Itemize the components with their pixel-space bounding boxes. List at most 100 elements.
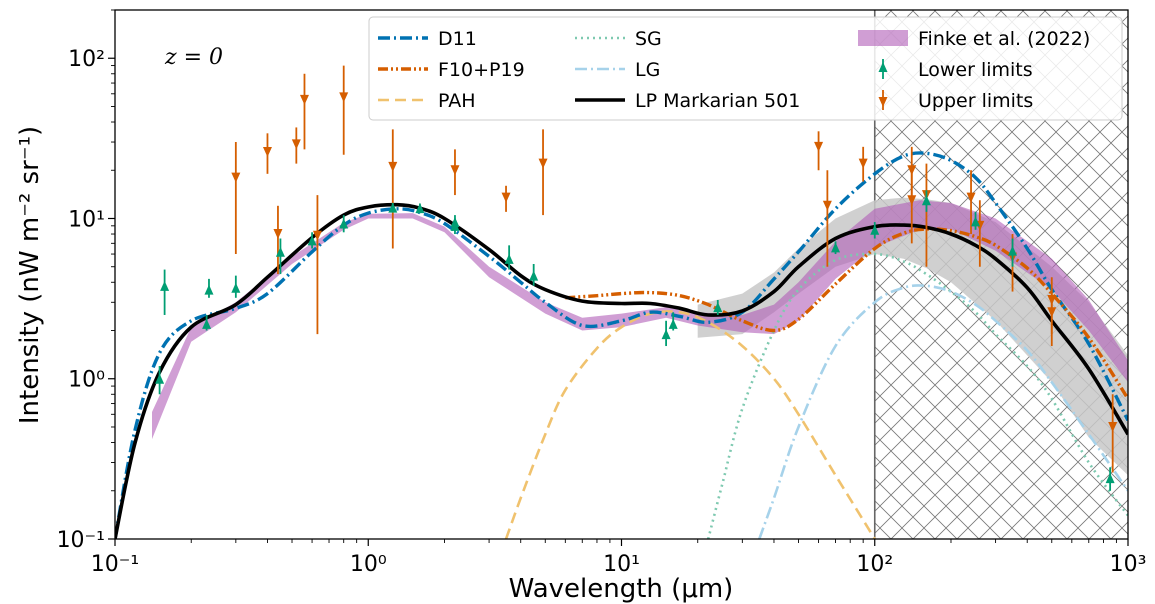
lower-limit-marker (415, 203, 425, 214)
lower-limit-point (921, 190, 931, 212)
upper-limit-point (858, 146, 868, 182)
legend-label: PAH (438, 90, 476, 112)
lower-limit-marker (450, 220, 460, 231)
lower-limit-marker (155, 373, 165, 384)
lower-limit-point (160, 269, 170, 315)
lower-limit-marker (1105, 473, 1115, 484)
upper-limit-marker (1108, 421, 1118, 432)
lower-limit-marker (870, 224, 880, 235)
legend-label: Lower limits (918, 59, 1033, 81)
lower-limit-point (668, 312, 678, 331)
lower-limit-point (831, 241, 841, 255)
z-annotation: z = 0 (164, 45, 223, 70)
lower-limit-point (307, 232, 317, 249)
lower-limit-point (275, 238, 285, 275)
lower-limit-point (971, 211, 981, 230)
legend-item-upper-limits: Upper limits (878, 90, 1033, 112)
legend-item-f10-p19: F10+P19 (378, 59, 525, 81)
upper-limit-marker (262, 146, 272, 157)
legend-label: LG (635, 59, 660, 81)
lower-limit-marker (202, 318, 212, 329)
legend-marker (878, 62, 888, 72)
upper-limit-marker (388, 161, 398, 172)
upper-limit-marker (1047, 295, 1057, 306)
lower-limit-point (713, 300, 723, 315)
upper-limit-point (966, 170, 976, 235)
series-line-lp-markarian-501 (115, 202, 1128, 539)
y-tick-label: 10⁰ (68, 368, 105, 393)
upper-limit-marker (231, 172, 241, 183)
y-tick-label: 10⁻¹ (57, 528, 105, 553)
legend-marker (878, 97, 888, 107)
lower-limit-marker (388, 202, 398, 213)
upper-limit-marker (858, 158, 868, 169)
series-line-lg (758, 284, 1128, 539)
upper-limit-marker (291, 139, 301, 150)
legend-item-lp-markarian-501: LP Markarian 501 (575, 90, 800, 112)
x-tick-label: 10² (856, 552, 893, 577)
lower-limit-point (870, 222, 880, 239)
lower-limit-point (388, 202, 398, 213)
legend-item-pah: PAH (378, 90, 476, 112)
legend-label: LP Markarian 501 (635, 90, 800, 112)
lower-limit-marker (661, 329, 671, 340)
lower-limit-marker (307, 235, 317, 246)
legend-item-lower-limits: Lower limits (878, 59, 1033, 81)
upper-limit-point (299, 73, 309, 150)
lower-limit-point (450, 218, 460, 235)
upper-limit-marker (538, 158, 548, 169)
legend-label: Finke et al. (2022) (918, 28, 1090, 50)
upper-limit-marker (907, 195, 917, 206)
upper-limit-marker (501, 192, 511, 203)
legend-item-finke-et-al-2022: Finke et al. (2022) (858, 28, 1090, 50)
x-tick-label: 10¹ (603, 552, 640, 577)
series-line-f10-p19 (565, 227, 1128, 400)
lower-limit-marker (529, 270, 539, 281)
lower-limit-point (204, 278, 214, 298)
upper-limit-point (450, 149, 460, 196)
lower-limit-point (339, 215, 349, 233)
lower-limit-marker (668, 318, 678, 329)
upper-limit-point (538, 129, 548, 216)
legend-item-d11: D11 (378, 28, 477, 50)
upper-limit-point (388, 129, 398, 249)
upper-limit-point (339, 65, 349, 155)
y-axis-title: Intensity (nW m⁻² sr⁻¹) (15, 126, 45, 424)
lower-limit-point (415, 203, 425, 214)
lower-limit-marker (504, 253, 514, 264)
lower-limit-marker (231, 282, 241, 293)
series-line-sg (706, 252, 1128, 539)
lower-limit-point (1105, 467, 1115, 491)
lower-limit-marker (1008, 245, 1018, 256)
legend-label: F10+P19 (438, 59, 525, 81)
y-tick-label: 10¹ (68, 207, 105, 232)
lower-limit-point (155, 366, 165, 395)
y-tick-label: 10² (68, 47, 105, 72)
upper-limit-point (291, 127, 301, 164)
lower-limit-point (202, 314, 212, 331)
lower-limit-point (661, 320, 671, 347)
lower-limit-marker (921, 195, 931, 206)
lower-limit-marker (971, 216, 981, 227)
legend-swatch (858, 30, 908, 46)
series-line-d11 (115, 151, 1128, 539)
upper-limit-marker (312, 230, 322, 241)
lower-limit-point (529, 264, 539, 286)
legend-label: D11 (438, 28, 477, 50)
upper-limit-point (1047, 277, 1057, 335)
lower-limit-point (504, 245, 514, 270)
lower-limit-marker (160, 280, 170, 291)
upper-limit-marker (450, 165, 460, 176)
upper-limit-point (501, 185, 511, 212)
upper-limit-marker (273, 229, 283, 240)
lower-limit-marker (275, 246, 285, 257)
upper-limit-point (312, 195, 322, 335)
x-axis-title: Wavelength (μm) (509, 574, 734, 604)
upper-limit-marker (339, 92, 349, 103)
legend-label: SG (635, 28, 662, 50)
upper-limit-point (262, 133, 272, 174)
upper-limit-point (1108, 394, 1118, 473)
upper-limit-marker (814, 141, 824, 152)
band-finke-et-al-2022 (152, 200, 1128, 440)
